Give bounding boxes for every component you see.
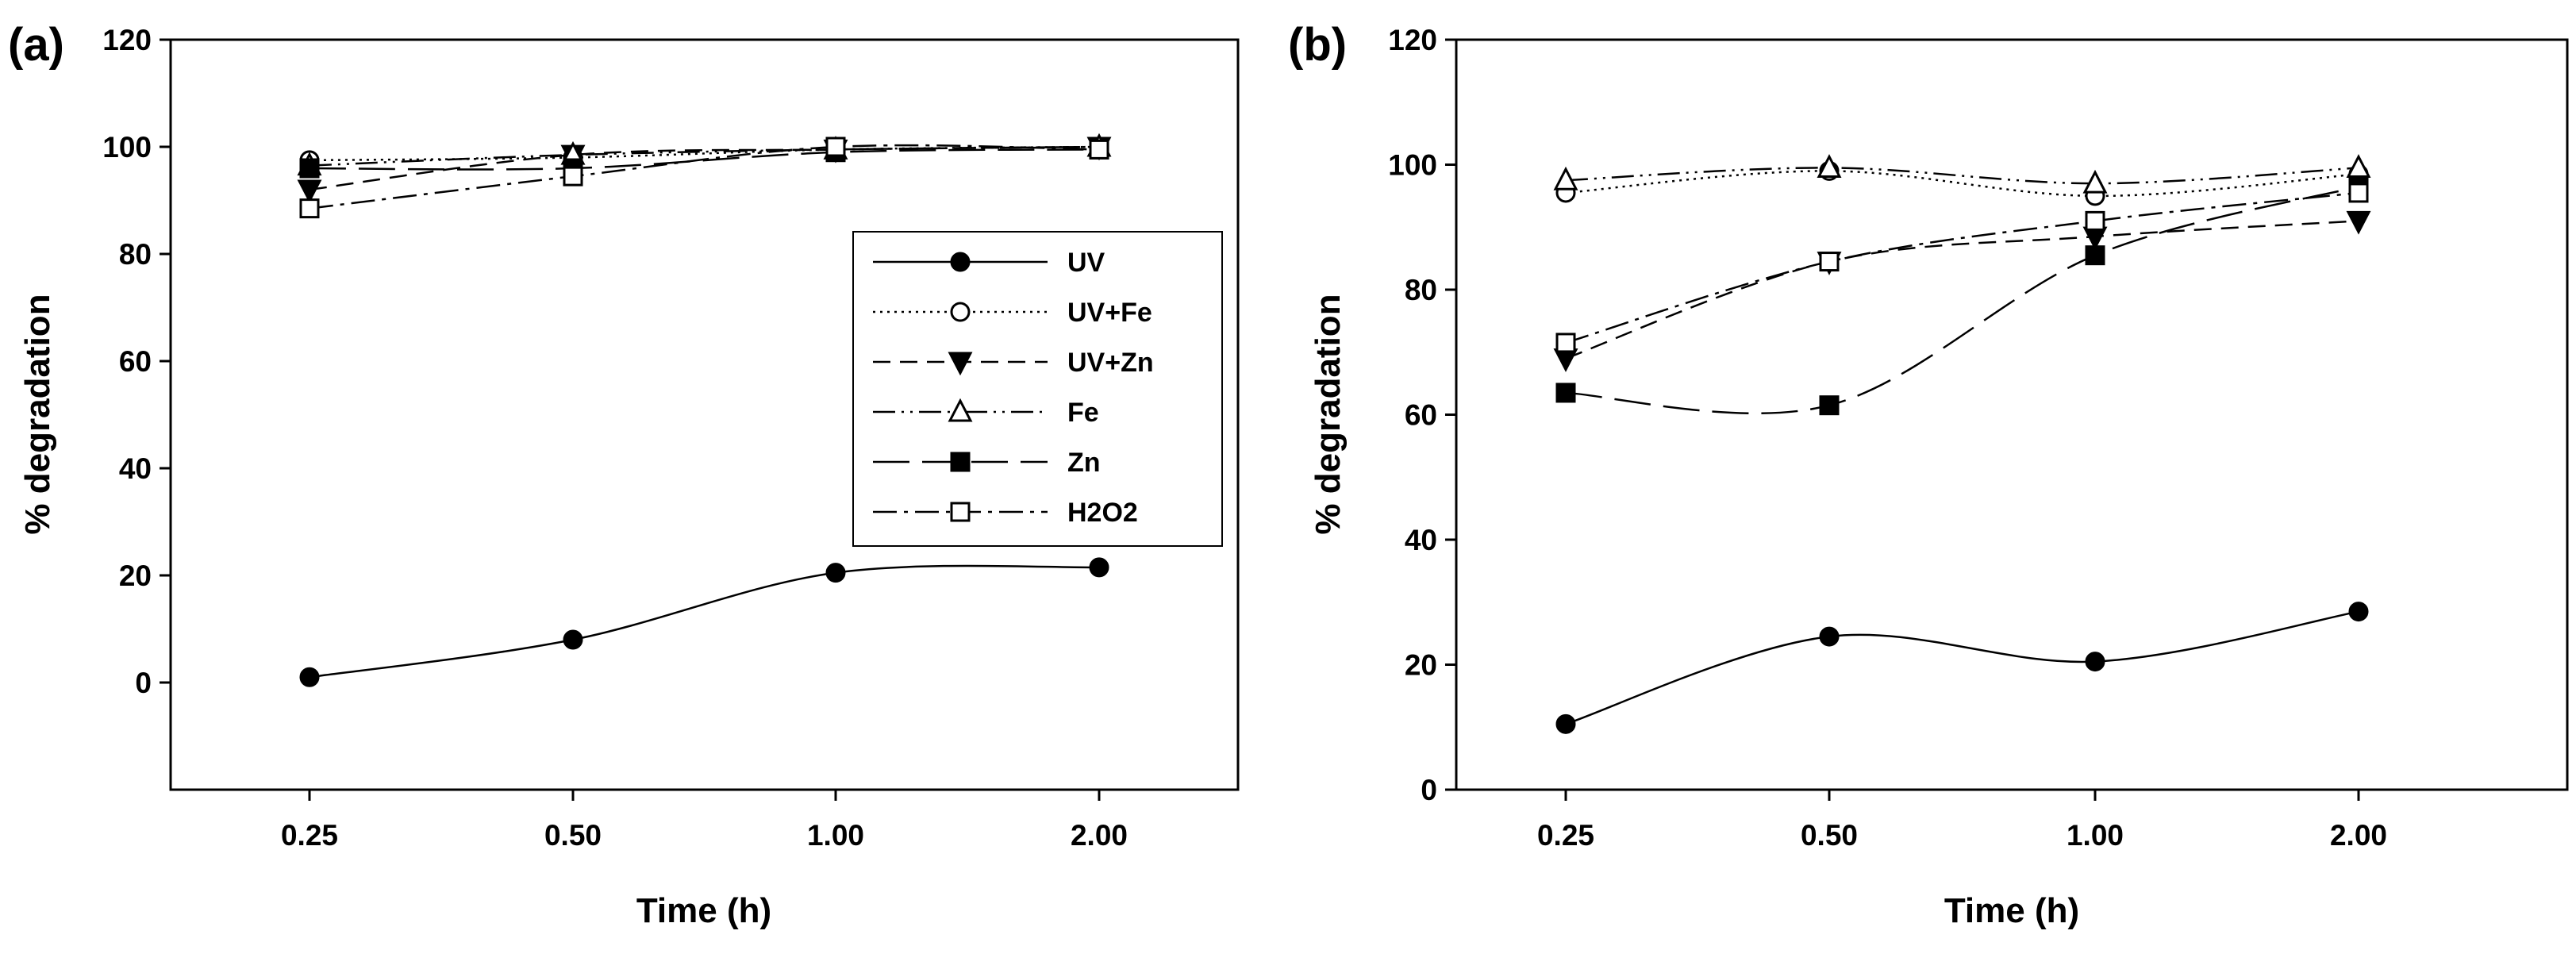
panel-a-x-tick-label: 0.25 xyxy=(281,819,338,852)
legend-zn-marker xyxy=(950,452,971,472)
legend-h2o2-label: H2O2 xyxy=(1067,498,1138,528)
panel-a-series-uv-point xyxy=(825,563,846,583)
panel-a-series-uv-line xyxy=(309,564,1100,679)
panel-a: (a) 0 20 40 60 80 100 120 0.25 0.50 1.00 2.00 Tim… xyxy=(8,19,1240,930)
panel-a-series-h2o2-point xyxy=(299,198,320,219)
legend-uv-zn-label: UV+Zn xyxy=(1067,348,1154,378)
panel-b-series-uv-point xyxy=(1819,626,1840,647)
panel-a-series-uv-point xyxy=(563,629,583,650)
panel-b-series-uv-point xyxy=(2085,652,2105,672)
panel-b-frame xyxy=(1455,38,2569,791)
panel-b-series-h2o2-point xyxy=(1555,333,1576,353)
panel-a-series-fe-line xyxy=(309,145,1100,167)
panel-a-frame xyxy=(169,38,1240,791)
legend-fe-marker xyxy=(948,398,973,422)
panel-b-series-fe-point xyxy=(1553,166,1578,190)
panel-a-y-axis-label: % degradation xyxy=(18,294,57,534)
legend-box xyxy=(852,231,1223,547)
panel-b-y-tick-label: 20 xyxy=(1405,649,1437,682)
panel-a-y-tick-label: 0 xyxy=(135,667,152,699)
panel-a-series-uv-point xyxy=(299,667,320,687)
legend: UV UV+Fe UV+Zn Fe Zn H2O2 xyxy=(852,231,1223,547)
panel-b-series-h2o2-line xyxy=(1565,191,2359,344)
panel-b-y-tick-label: 120 xyxy=(1388,24,1437,56)
legend-uv-fe-label: UV+Fe xyxy=(1067,298,1152,328)
panel-a-x-tick-label: 0.50 xyxy=(544,819,602,852)
panel-b-series xyxy=(1553,154,2371,734)
legend-uv-fe-marker xyxy=(950,302,971,322)
legend-uv-label: UV xyxy=(1067,248,1105,278)
panel-a-series-uv-point xyxy=(1089,557,1109,578)
panel-b-y-tick-label: 40 xyxy=(1405,524,1437,556)
panel-a-label: (a) xyxy=(8,19,64,71)
panel-a-series-h2o2-line xyxy=(309,144,1100,210)
panel-a-x-tick-label: 1.00 xyxy=(807,819,864,852)
panel-b-series-zn-point xyxy=(1555,383,1576,403)
panel-b-series-zn-point xyxy=(1819,395,1840,416)
panel-b-series-fe-line xyxy=(1565,167,2359,185)
panel-a-series-h2o2-point xyxy=(825,137,846,157)
panel-b-x-axis-label: Time (h) xyxy=(1944,891,2079,930)
panel-b-y-axis: 0 20 40 60 80 100 120 xyxy=(1388,24,1456,806)
panel-a-series-uv-fe-line xyxy=(309,145,1100,162)
panel-a-series xyxy=(297,133,1112,687)
panel-b-series-uv-zn-point xyxy=(2346,210,2371,235)
panel-b-y-tick-label: 0 xyxy=(1421,774,1437,806)
panel-b-y-tick-label: 100 xyxy=(1388,149,1437,182)
panel-b-series-fe-point xyxy=(2082,169,2108,194)
panel-b-series-fe-point xyxy=(2346,154,2371,178)
legend-zn-label: Zn xyxy=(1067,448,1101,478)
panel-a-y-tick-label: 80 xyxy=(119,238,152,271)
panel-b-series-zn-line xyxy=(1565,185,2359,415)
panel-b-x-tick-label: 2.00 xyxy=(2330,819,2387,852)
panel-b-series-fe-point xyxy=(1817,154,1842,178)
legend-uv-zn-marker xyxy=(948,352,973,376)
panel-b-series-uv-line xyxy=(1565,610,2359,725)
panel-a-series-zn-point xyxy=(299,158,320,179)
panel-b-x-tick-label: 1.00 xyxy=(2067,819,2124,852)
panel-b-series-h2o2-point xyxy=(1819,252,1840,272)
panel-b-y-tick-label: 60 xyxy=(1405,399,1437,432)
panel-a-y-tick-label: 100 xyxy=(102,131,152,163)
panel-a-y-tick-label: 40 xyxy=(119,452,152,485)
panel-b-label: (b) xyxy=(1288,19,1347,71)
panel-b-y-tick-label: 80 xyxy=(1405,274,1437,306)
legend-h2o2-marker xyxy=(950,502,971,522)
legend-fe-label: Fe xyxy=(1067,398,1099,428)
panel-b-series-h2o2-point xyxy=(2348,183,2369,203)
panel-b-series-uv-point xyxy=(2348,602,2369,622)
panel-a-series-uv-zn-point xyxy=(297,179,322,204)
panel-b-x-tick-label: 0.50 xyxy=(1801,819,1858,852)
panel-a-y-tick-label: 60 xyxy=(119,345,152,378)
panel-b-series-uv-zn-line xyxy=(1565,220,2359,360)
panel-b-y-axis-label: % degradation xyxy=(1309,294,1348,534)
panel-a-y-tick-label: 20 xyxy=(119,560,152,592)
panel-b-series-uv-point xyxy=(1555,713,1576,734)
panel-a-x-axis: 0.25 0.50 1.00 2.00 xyxy=(281,790,1128,852)
legend-uv-marker xyxy=(950,252,971,272)
panel-a-series-h2o2-point xyxy=(563,166,583,187)
panel-a-x-tick-label: 2.00 xyxy=(1071,819,1128,852)
panel-b-series-h2o2-point xyxy=(2085,210,2105,231)
panel-a-x-axis-label: Time (h) xyxy=(636,891,771,930)
panel-b-x-axis: 0.25 0.50 1.00 2.00 xyxy=(1537,790,2387,852)
panel-b: (b) 0 20 40 60 80 100 120 0.25 0.50 1.00 2.00 Tim… xyxy=(1288,19,2569,930)
panel-a-series-h2o2-point xyxy=(1089,139,1109,160)
panel-b-series-uv-fe-line xyxy=(1565,170,2359,198)
panel-a-y-axis: 0 20 40 60 80 100 120 xyxy=(102,24,171,699)
panel-b-x-tick-label: 0.25 xyxy=(1537,819,1594,852)
panel-a-y-tick-label: 120 xyxy=(102,24,152,56)
panel-b-series-zn-point xyxy=(2085,245,2105,266)
